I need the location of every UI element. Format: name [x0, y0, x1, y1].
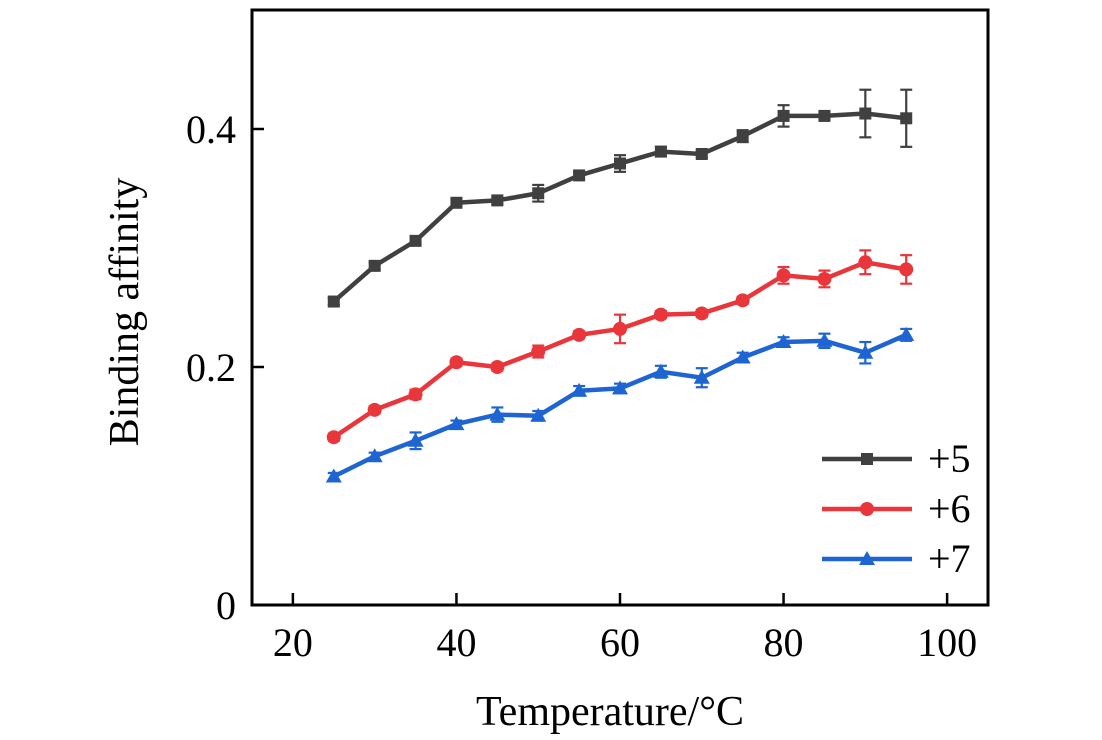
series-2 [326, 249, 914, 445]
x-axis-label: Temperature/°C [476, 689, 744, 735]
data-point [367, 402, 382, 417]
data-point [694, 306, 709, 321]
x-tick-label: 100 [917, 620, 977, 665]
y-tick-label: 0 [216, 583, 236, 628]
data-point [573, 169, 586, 182]
data-point [325, 468, 342, 483]
legend-item: +5 [822, 436, 971, 481]
series-layer [325, 88, 915, 483]
data-point [532, 187, 545, 200]
data-point [448, 416, 465, 431]
data-point [899, 262, 914, 277]
data-point [652, 363, 669, 378]
data-point [530, 407, 547, 422]
data-point [818, 109, 831, 122]
data-point [571, 382, 588, 397]
series-line [332, 260, 907, 440]
data-point [327, 295, 340, 308]
data-point [775, 334, 792, 349]
plot-frame [250, 8, 990, 607]
data-point [816, 332, 833, 347]
data-point [531, 344, 546, 359]
data-point [613, 321, 627, 336]
data-point [900, 112, 913, 125]
data-point [857, 344, 874, 359]
data-point [489, 406, 506, 421]
data-point [491, 194, 504, 207]
data-point [408, 387, 423, 402]
data-point [898, 326, 915, 341]
data-point [572, 327, 587, 342]
legend-label: +6 [928, 486, 971, 531]
data-point [776, 268, 791, 283]
data-point [858, 255, 873, 270]
series-line [332, 332, 908, 479]
legend-label: +5 [928, 436, 971, 481]
y-tick-label: 0.2 [186, 345, 236, 390]
legend-marker [859, 551, 875, 565]
data-point [368, 259, 381, 272]
data-point [693, 369, 710, 384]
data-point [736, 130, 749, 143]
data-point [450, 196, 463, 209]
x-tick-label: 20 [273, 620, 313, 665]
legend: +5 +6 +7 [822, 436, 971, 581]
x-tick-label: 60 [600, 620, 640, 665]
legend-marker [860, 502, 874, 516]
data-point [366, 448, 383, 463]
data-point [612, 380, 628, 395]
data-point [695, 147, 708, 160]
data-point [734, 349, 751, 364]
x-tick-label: 80 [764, 620, 804, 665]
data-point [654, 145, 667, 158]
data-point [817, 271, 832, 286]
legend-label: +7 [928, 536, 971, 581]
data-point [653, 307, 668, 322]
data-point [490, 360, 505, 374]
data-point [409, 234, 422, 247]
legend-item: +6 [822, 486, 971, 531]
series-1 [327, 88, 913, 308]
data-point [735, 293, 750, 308]
data-point [326, 430, 341, 445]
legend-item: +7 [822, 536, 971, 581]
x-tick-label: 40 [436, 620, 476, 665]
series-3 [325, 326, 915, 483]
y-axis-label: Binding affinity [102, 178, 148, 447]
legend-marker [861, 453, 873, 465]
y-axis: 0 0.2 0.4 [186, 107, 264, 628]
y-tick-label: 0.4 [186, 107, 236, 152]
data-point [777, 109, 790, 122]
data-point [407, 432, 424, 447]
data-point [449, 355, 464, 370]
data-point [614, 157, 626, 170]
x-axis: 20 40 60 80 100 [273, 593, 977, 665]
data-point [859, 107, 872, 120]
